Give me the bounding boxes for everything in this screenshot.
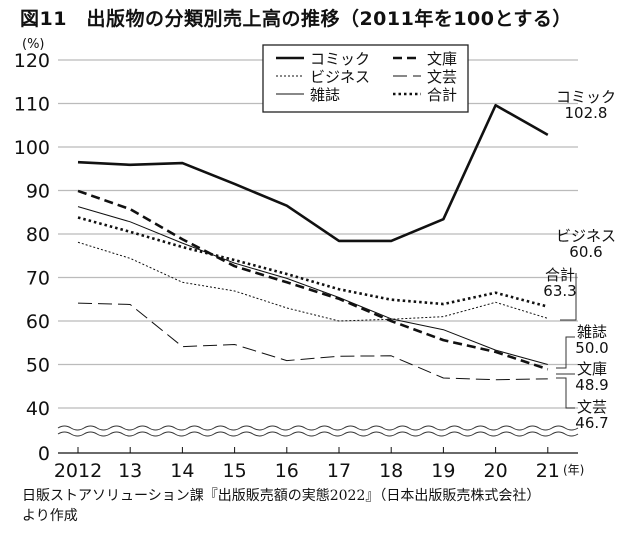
series-end-value: 60.6 bbox=[569, 243, 602, 261]
leader-line bbox=[556, 377, 575, 409]
series-label-ビジネス: ビジネス bbox=[556, 227, 616, 245]
series-end-value: 50.0 bbox=[575, 339, 608, 357]
legend-label: 合計 bbox=[427, 86, 457, 104]
series-label-文芸: 文芸 bbox=[577, 398, 607, 416]
series-label-コミック: コミック bbox=[556, 88, 616, 106]
y-tick-label: 0 bbox=[38, 443, 50, 465]
leader-line bbox=[556, 336, 575, 369]
y-tick-label: 100 bbox=[14, 137, 50, 159]
source-line-1: 日販ストアソリューション課『出版販売額の実態2022』（日本出版販売株式会社） bbox=[22, 488, 541, 504]
series-line-文芸 bbox=[77, 302, 548, 381]
x-tick-label: 20 bbox=[484, 460, 508, 482]
chart-title: 図11 出版物の分類別売上高の推移（2011年を100とする） bbox=[20, 8, 572, 30]
axis-break-wave bbox=[57, 425, 579, 431]
series-label-雑誌: 雑誌 bbox=[577, 323, 607, 341]
y-tick-label: 110 bbox=[14, 94, 50, 116]
legend-label: 文庫 bbox=[427, 50, 457, 68]
legend-label: 雑誌 bbox=[310, 86, 340, 104]
x-tick-label: 2012 bbox=[54, 460, 102, 482]
y-axis-unit: (%) bbox=[22, 37, 45, 52]
series-line-ビジネス bbox=[77, 241, 548, 322]
y-tick-label: 70 bbox=[26, 268, 50, 290]
x-tick-label: 16 bbox=[275, 460, 299, 482]
y-tick-label: 50 bbox=[26, 355, 50, 377]
x-tick-label: 21 bbox=[536, 460, 560, 482]
x-tick-label: 15 bbox=[223, 460, 247, 482]
series-line-文庫 bbox=[77, 189, 549, 371]
series-line-コミック bbox=[77, 103, 549, 243]
x-tick-label: 14 bbox=[170, 460, 194, 482]
y-tick-label: 80 bbox=[26, 224, 50, 246]
x-tick-label: 17 bbox=[327, 460, 351, 482]
source-note: 日販ストアソリューション課『出版販売額の実態2022』（日本出版販売株式会社） … bbox=[22, 486, 540, 526]
source-line-2: より作成 bbox=[22, 508, 78, 524]
legend-box bbox=[262, 44, 469, 113]
y-tick-label: 40 bbox=[26, 398, 50, 420]
series-end-value: 63.3 bbox=[543, 282, 576, 300]
series-line-合計 bbox=[77, 216, 549, 308]
series-end-value: 46.7 bbox=[575, 414, 608, 432]
x-tick-label: 18 bbox=[379, 460, 403, 482]
y-tick-label: 120 bbox=[14, 50, 50, 72]
axis-break-wave bbox=[57, 431, 579, 437]
series-label-合計: 合計 bbox=[545, 266, 575, 284]
series-label-文庫: 文庫 bbox=[577, 360, 607, 378]
legend-label: コミック bbox=[310, 50, 370, 68]
y-tick-label: 60 bbox=[26, 311, 50, 333]
series-end-value: 48.9 bbox=[575, 376, 608, 394]
y-tick-label: 90 bbox=[26, 181, 50, 203]
x-tick-label: 13 bbox=[118, 460, 142, 482]
legend-label: ビジネス bbox=[310, 68, 370, 86]
x-tick-label: 19 bbox=[431, 460, 455, 482]
leader-line bbox=[560, 273, 577, 321]
series-line-雑誌 bbox=[77, 206, 548, 365]
x-axis-unit: (年) bbox=[563, 463, 584, 477]
series-end-value: 102.8 bbox=[565, 104, 608, 122]
legend-label: 文芸 bbox=[427, 68, 457, 86]
